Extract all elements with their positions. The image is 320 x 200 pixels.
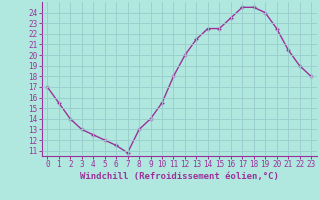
X-axis label: Windchill (Refroidissement éolien,°C): Windchill (Refroidissement éolien,°C) xyxy=(80,172,279,181)
